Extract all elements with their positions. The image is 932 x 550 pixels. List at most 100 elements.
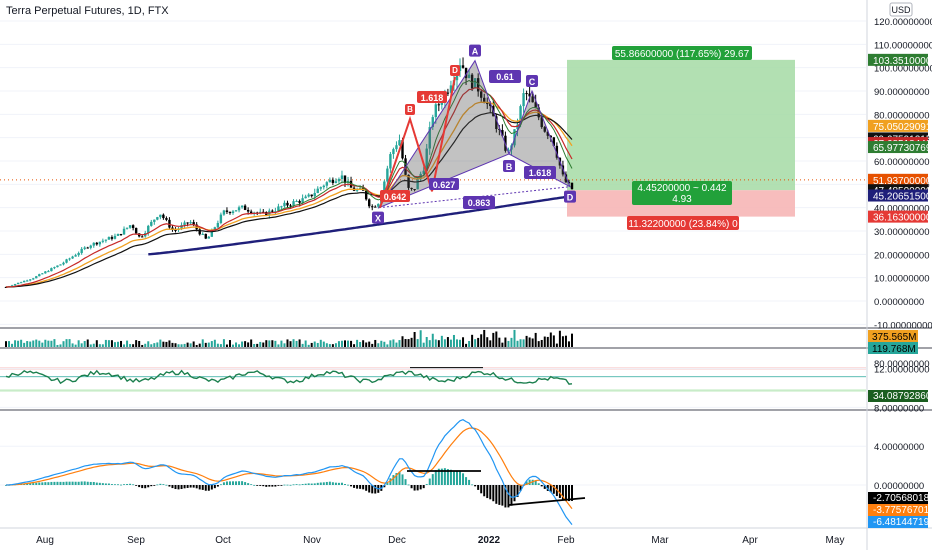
inner-point-text: B <box>407 105 413 114</box>
volume-bar <box>383 341 386 347</box>
price-marker-bg <box>868 210 928 223</box>
volume-bar <box>519 339 522 347</box>
macd-histogram-bar <box>192 485 195 488</box>
volume-bar <box>353 344 356 347</box>
volume-bar <box>262 342 265 347</box>
candle-body <box>107 237 111 240</box>
rsi-value-bg <box>868 390 928 402</box>
rsi-value-label: 34.08792860 <box>868 390 932 402</box>
volume-bar <box>195 344 198 347</box>
macd-histogram-bar <box>398 471 401 485</box>
volume-bar <box>126 340 129 347</box>
candle-body <box>29 279 32 281</box>
macd-histogram-bar <box>35 482 38 485</box>
candle-body <box>159 214 162 218</box>
stop-label-bg <box>627 216 739 230</box>
candle-body <box>292 201 295 206</box>
macd-histogram-bar <box>265 485 268 487</box>
candle-body <box>165 218 168 220</box>
candle-body <box>216 222 220 228</box>
volume-bar <box>440 335 443 347</box>
macd-histogram-bar <box>316 482 319 485</box>
candle-body <box>498 129 501 131</box>
macd-histogram-bar <box>459 471 462 485</box>
price-marker: 103.35100000 <box>868 53 932 67</box>
macd-histogram-bar <box>322 482 325 485</box>
time-tick-label: Apr <box>742 535 758 546</box>
candle-body <box>343 175 347 183</box>
macd-histogram-bar <box>38 482 41 485</box>
macd-trendline-lower <box>508 497 586 506</box>
volume-bar <box>156 342 159 347</box>
candle-body <box>277 206 280 212</box>
macd-tick: 4.00000000 <box>874 442 924 453</box>
macd-histogram-bar <box>120 484 123 486</box>
macd-histogram-bar <box>446 469 449 485</box>
candle-body <box>22 280 26 283</box>
macd-histogram-bar <box>419 485 422 490</box>
macd-histogram-bar <box>564 485 567 502</box>
candle-body <box>207 236 210 239</box>
candle-body <box>228 211 232 214</box>
macd-histogram-bar <box>144 485 147 489</box>
macd-histogram-bar <box>41 482 44 485</box>
candle-body <box>213 227 217 230</box>
pattern-point-text: X <box>375 214 381 224</box>
time-axis[interactable]: Aug Sep Oct Nov Dec 2022 Feb Mar Apr May <box>36 535 844 546</box>
candle-body <box>467 74 471 79</box>
price-tick-label: 120.00000000 <box>874 17 932 28</box>
candle-body <box>125 227 129 229</box>
macd-histogram-bar <box>53 481 56 485</box>
macd-histogram-bar <box>558 485 561 498</box>
profit-label-text: 55.86600000 (117.65%) 29.67 <box>615 49 750 60</box>
macd-histogram-bar <box>434 470 437 485</box>
candle-body <box>101 240 105 242</box>
volume-bar <box>120 340 123 347</box>
volume-bar <box>150 344 153 347</box>
macd-histogram-bar <box>516 485 519 498</box>
macd-histogram-bar <box>389 478 392 485</box>
volume-bar <box>250 339 253 347</box>
volume-bar <box>210 341 213 347</box>
volume-bar <box>110 340 113 347</box>
macd-histogram-bar <box>65 481 68 485</box>
volume-label: 119.768M <box>868 342 918 355</box>
macd-histogram-bar <box>334 482 337 485</box>
candle-body <box>246 209 250 212</box>
candle-body <box>476 78 480 92</box>
candle-body <box>35 276 38 279</box>
volume-bar <box>416 339 419 347</box>
volume-bar <box>498 337 501 347</box>
candle-body <box>47 271 50 273</box>
time-tick-label: Oct <box>215 535 231 546</box>
candle-body <box>56 265 59 268</box>
candle-body <box>489 103 492 107</box>
macd-histogram-bar <box>165 484 168 486</box>
candle-body <box>316 188 319 193</box>
time-tick-label: Aug <box>36 535 54 546</box>
macd-histogram-bar <box>235 481 238 485</box>
volume-bar <box>280 340 283 347</box>
candle-body <box>325 182 329 186</box>
volume-bar <box>113 342 116 347</box>
macd-histogram-bar <box>392 475 395 485</box>
volume-bar <box>147 341 150 347</box>
macd-histogram-bar <box>186 485 189 488</box>
candle-body <box>92 242 95 246</box>
volume-bar <box>141 344 144 347</box>
macd-histogram-bar <box>113 484 116 486</box>
volume-bar <box>228 340 231 347</box>
volume-bar <box>537 341 540 347</box>
macd-histogram-bar <box>465 477 468 485</box>
volume-label-bg <box>868 330 918 342</box>
macd-histogram-bar <box>250 484 253 486</box>
volume-bar <box>207 342 210 347</box>
volume-bar <box>322 341 325 347</box>
candle-body <box>479 91 483 98</box>
candle-body <box>431 117 434 128</box>
macd-histogram-bar <box>253 484 256 486</box>
volume-bar <box>225 344 228 347</box>
price-axis[interactable]: 120.00000000 110.00000000 100.00000000 90.0… <box>868 2 932 331</box>
